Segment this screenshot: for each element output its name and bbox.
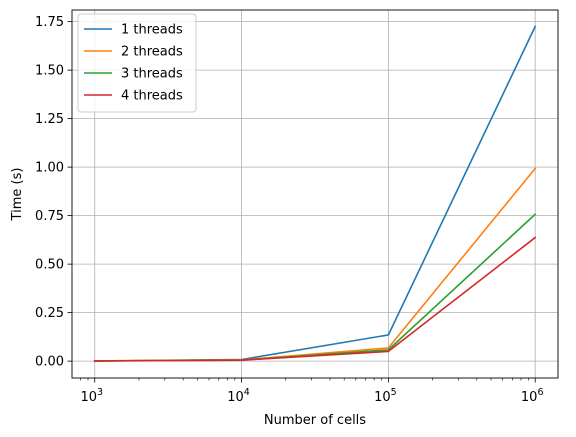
ticks xyxy=(67,21,536,383)
legend-item: 1 threads xyxy=(84,23,183,38)
legend: 1 threads 2 threads 3 threads 4 threads xyxy=(77,13,197,113)
x-tick-label: 105 xyxy=(374,387,397,405)
legend-item: 4 threads xyxy=(84,89,183,104)
y-tick-label: 0.00 xyxy=(35,355,64,370)
x-tick-label: 103 xyxy=(80,387,103,405)
legend-entries: 1 threads 2 threads 3 threads 4 threads xyxy=(84,23,183,104)
y-tick-label: 0.75 xyxy=(35,209,64,224)
y-tick-label: 0.25 xyxy=(35,306,64,321)
series-line-4 xyxy=(93,236,537,362)
y-tick-label: 1.25 xyxy=(35,112,64,127)
legend-label: 1 threads xyxy=(121,23,183,38)
y-tick-labels: 0.00 0.25 0.50 0.75 1.00 1.25 1.50 1.75 xyxy=(35,15,64,369)
y-tick-label: 1.75 xyxy=(35,15,64,30)
legend-item: 2 threads xyxy=(84,45,183,60)
legend-box xyxy=(77,13,197,113)
y-tick-label: 1.50 xyxy=(35,64,64,79)
legend-label: 2 threads xyxy=(121,45,183,60)
y-tick-label: 1.00 xyxy=(35,161,64,176)
series-lines xyxy=(93,25,537,362)
y-axis-label: Time (s) xyxy=(10,168,25,222)
x-tick-label: 106 xyxy=(521,387,544,405)
x-tick-label: 104 xyxy=(227,387,250,405)
legend-label: 3 threads xyxy=(121,67,183,82)
x-tick-labels: 103 104 105 106 xyxy=(80,387,543,405)
legend-item: 3 threads xyxy=(84,67,183,82)
legend-label: 4 threads xyxy=(121,89,183,104)
y-tick-label: 0.50 xyxy=(35,258,64,273)
plot-frame xyxy=(71,9,559,379)
x-axis-label: Number of cells xyxy=(264,413,366,428)
